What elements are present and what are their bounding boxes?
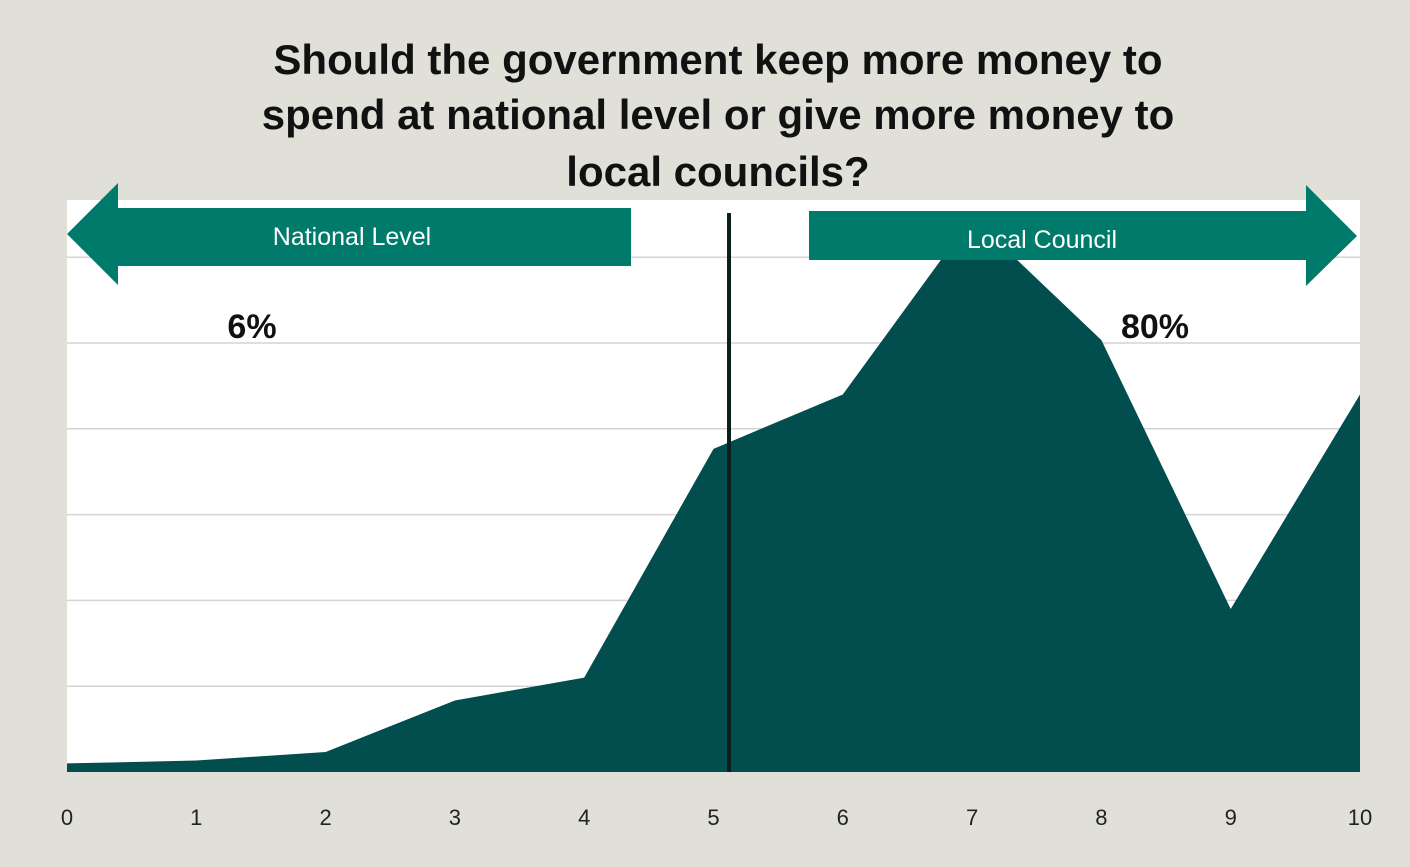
national-level-percent: 6%	[227, 308, 276, 346]
local-council-percent: 80%	[1121, 308, 1189, 346]
x-axis-ticks: 0 1 2 3 4 5 6 7 8 9 10	[61, 805, 1372, 830]
chart-title-line-2: spend at national level or give more mon…	[262, 91, 1175, 138]
chart-title-line-1: Should the government keep more money to	[273, 36, 1162, 83]
x-tick-label: 1	[190, 805, 202, 830]
x-tick-label: 0	[61, 805, 73, 830]
x-tick-label: 10	[1348, 805, 1372, 830]
x-tick-label: 7	[966, 805, 978, 830]
x-tick-label: 3	[449, 805, 461, 830]
x-tick-label: 4	[578, 805, 590, 830]
x-tick-label: 5	[707, 805, 719, 830]
series-area	[67, 217, 1360, 772]
x-tick-label: 2	[319, 805, 331, 830]
national-level-arrow	[67, 183, 631, 285]
local-council-arrow	[809, 185, 1357, 286]
x-tick-label: 6	[837, 805, 849, 830]
x-tick-label: 8	[1095, 805, 1107, 830]
x-tick-label: 9	[1225, 805, 1237, 830]
national-level-label: National Level	[273, 223, 431, 251]
local-council-label: Local Council	[967, 226, 1117, 254]
chart-title-line-3: local councils?	[566, 148, 869, 195]
